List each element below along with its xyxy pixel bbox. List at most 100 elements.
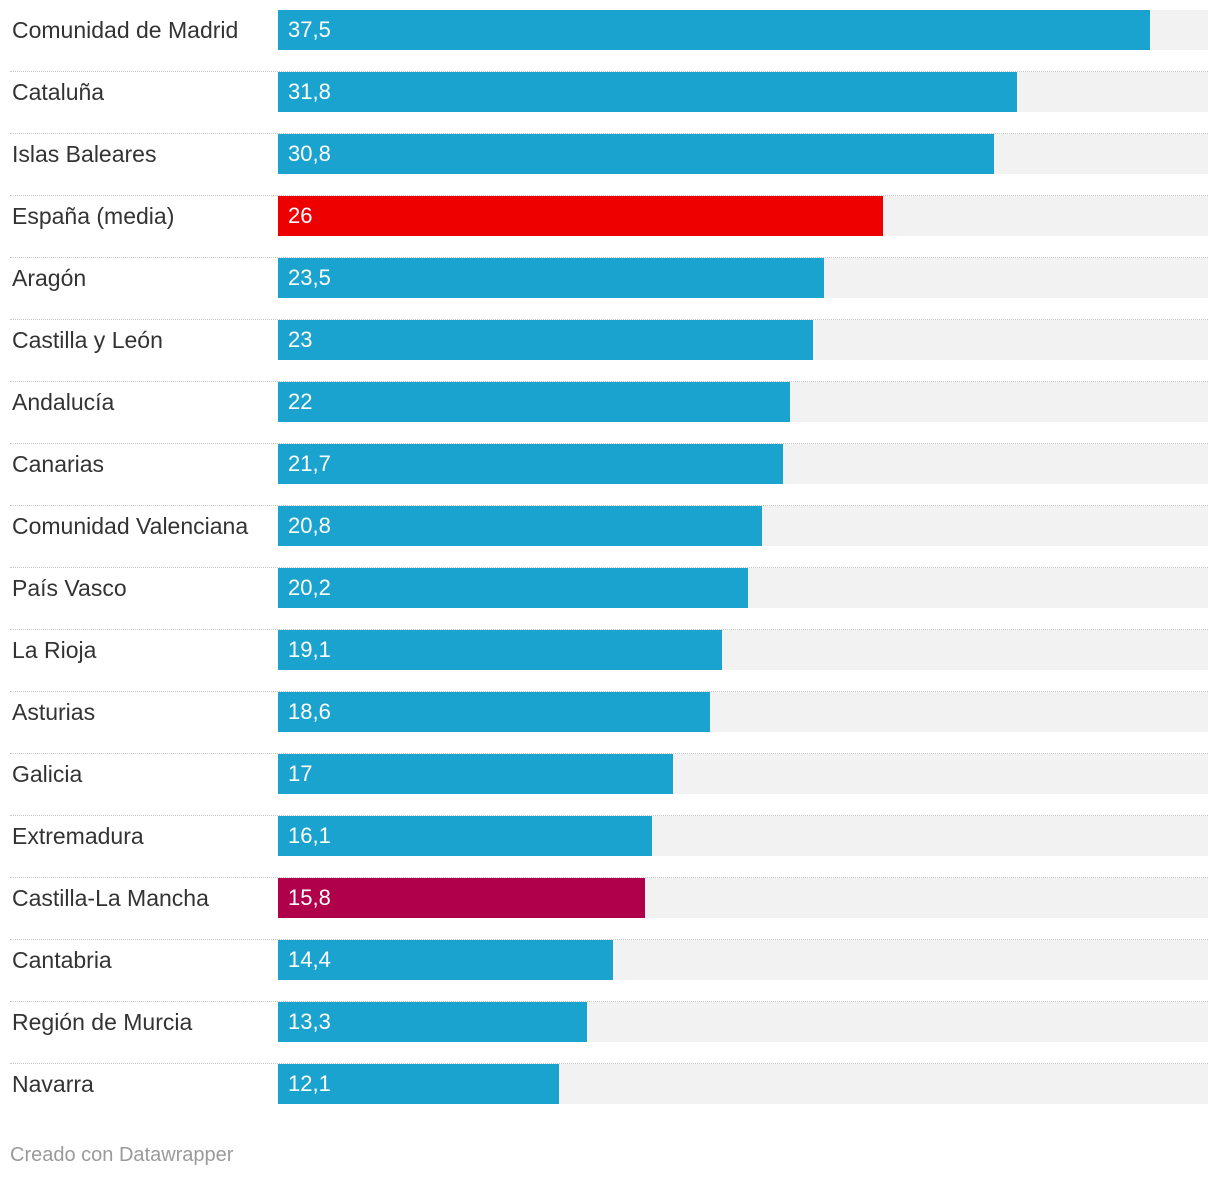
bar-value-label: 30,8 bbox=[288, 141, 331, 166]
bar-category-label: España (media) bbox=[12, 203, 175, 229]
bar-track: 20,8 bbox=[278, 506, 1208, 546]
bar-row: Aragón 23,5 bbox=[10, 258, 1208, 320]
bar-value-label: 37,5 bbox=[288, 17, 331, 42]
bar-category-label: País Vasco bbox=[12, 575, 127, 601]
bar-track: 22 bbox=[278, 382, 1208, 422]
bar-track: 26 bbox=[278, 196, 1208, 236]
bar-category-label: Asturias bbox=[12, 699, 96, 725]
bar-row: España (media) 26 bbox=[10, 196, 1208, 258]
row-divider bbox=[10, 1001, 1208, 1002]
bar-category-label: Aragón bbox=[12, 265, 87, 291]
bar: 22 bbox=[278, 382, 790, 422]
bar-track: 19,1 bbox=[278, 630, 1208, 670]
bar-row: La Rioja 19,1 bbox=[10, 630, 1208, 692]
bar-value-label: 14,4 bbox=[288, 947, 331, 972]
bar-row: Castilla y León 23 bbox=[10, 320, 1208, 382]
bar: 12,1 bbox=[278, 1064, 559, 1104]
bar-row: Andalucía 22 bbox=[10, 382, 1208, 444]
bar-value-label: 20,8 bbox=[288, 513, 331, 538]
bar-track: 18,6 bbox=[278, 692, 1208, 732]
row-divider bbox=[10, 877, 1208, 878]
bar-category-label: Castilla y León bbox=[12, 327, 163, 353]
row-divider bbox=[10, 567, 1208, 568]
bar-category-label: Canarias bbox=[12, 451, 105, 477]
bar-category-label: Navarra bbox=[12, 1071, 94, 1097]
row-divider bbox=[10, 691, 1208, 692]
bar-category-label: Andalucía bbox=[12, 389, 115, 415]
bar-value-label: 21,7 bbox=[288, 451, 331, 476]
bar: 15,8 bbox=[278, 878, 645, 918]
bar-value-label: 17 bbox=[288, 761, 313, 786]
row-divider bbox=[10, 133, 1208, 134]
bar-category-label: Islas Baleares bbox=[12, 141, 157, 167]
bar-track: 13,3 bbox=[278, 1002, 1208, 1042]
bar: 23 bbox=[278, 320, 813, 360]
bar: 14,4 bbox=[278, 940, 613, 980]
bar-value-label: 13,3 bbox=[288, 1009, 331, 1034]
bar-row: Castilla-La Mancha 15,8 bbox=[10, 878, 1208, 940]
bar-row: Navarra 12,1 bbox=[10, 1064, 1208, 1126]
bar-value-label: 19,1 bbox=[288, 637, 331, 662]
bar-value-label: 31,8 bbox=[288, 79, 331, 104]
bar-track: 14,4 bbox=[278, 940, 1208, 980]
bar: 18,6 bbox=[278, 692, 710, 732]
bar-track: 23,5 bbox=[278, 258, 1208, 298]
row-divider bbox=[10, 753, 1208, 754]
row-divider bbox=[10, 71, 1208, 72]
bar-chart: Comunidad de Madrid 37,5 Cataluña 31,8 Islas… bbox=[10, 10, 1208, 1104]
row-divider bbox=[10, 381, 1208, 382]
bar-track: 16,1 bbox=[278, 816, 1208, 856]
bar-category-label: Castilla-La Mancha bbox=[12, 885, 209, 911]
bar-value-label: 23,5 bbox=[288, 265, 331, 290]
bar-value-label: 18,6 bbox=[288, 699, 331, 724]
bar: 26 bbox=[278, 196, 883, 236]
bar-row: Canarias 21,7 bbox=[10, 444, 1208, 506]
bar: 37,5 bbox=[278, 10, 1150, 50]
bar-row: Islas Baleares 30,8 bbox=[10, 134, 1208, 196]
bar-track: 23 bbox=[278, 320, 1208, 360]
bar-track: 17 bbox=[278, 754, 1208, 794]
bar-category-label: Cantabria bbox=[12, 947, 112, 973]
bar-category-label: La Rioja bbox=[12, 637, 97, 663]
row-divider bbox=[10, 257, 1208, 258]
bar-row: Comunidad de Madrid 37,5 bbox=[10, 10, 1208, 72]
row-divider bbox=[10, 1063, 1208, 1064]
bar: 19,1 bbox=[278, 630, 722, 670]
row-divider bbox=[10, 939, 1208, 940]
bar-row: Región de Murcia 13,3 bbox=[10, 1002, 1208, 1064]
bar-row: País Vasco 20,2 bbox=[10, 568, 1208, 630]
bar-value-label: 12,1 bbox=[288, 1071, 331, 1096]
bar-track: 37,5 bbox=[278, 10, 1208, 50]
bar-row: Galicia 17 bbox=[10, 754, 1208, 816]
bar: 23,5 bbox=[278, 258, 824, 298]
bar-value-label: 20,2 bbox=[288, 575, 331, 600]
bar-track: 21,7 bbox=[278, 444, 1208, 484]
bar: 16,1 bbox=[278, 816, 652, 856]
row-divider bbox=[10, 629, 1208, 630]
credit-footer: Creado con Datawrapper bbox=[10, 1144, 234, 1166]
bar-category-label: Comunidad Valenciana bbox=[12, 513, 249, 539]
row-divider bbox=[10, 319, 1208, 320]
bar-value-label: 16,1 bbox=[288, 823, 331, 848]
bar-category-label: Cataluña bbox=[12, 79, 105, 105]
bar-category-label: Comunidad de Madrid bbox=[12, 17, 239, 43]
bar-row: Asturias 18,6 bbox=[10, 692, 1208, 754]
bar-category-label: Extremadura bbox=[12, 823, 144, 849]
bar-row: Cantabria 14,4 bbox=[10, 940, 1208, 1002]
bar: 31,8 bbox=[278, 72, 1017, 112]
row-divider bbox=[10, 443, 1208, 444]
bar: 13,3 bbox=[278, 1002, 587, 1042]
bar-row: Cataluña 31,8 bbox=[10, 72, 1208, 134]
bar-category-label: Galicia bbox=[12, 761, 83, 787]
bar-track: 20,2 bbox=[278, 568, 1208, 608]
bar: 30,8 bbox=[278, 134, 994, 174]
bar: 17 bbox=[278, 754, 673, 794]
bar-track: 12,1 bbox=[278, 1064, 1208, 1104]
bar-track: 15,8 bbox=[278, 878, 1208, 918]
bar-category-label: Región de Murcia bbox=[12, 1009, 193, 1035]
bar: 20,2 bbox=[278, 568, 748, 608]
bar-track: 30,8 bbox=[278, 134, 1208, 174]
row-divider bbox=[10, 815, 1208, 816]
bar-row: Comunidad Valenciana 20,8 bbox=[10, 506, 1208, 568]
row-divider bbox=[10, 505, 1208, 506]
